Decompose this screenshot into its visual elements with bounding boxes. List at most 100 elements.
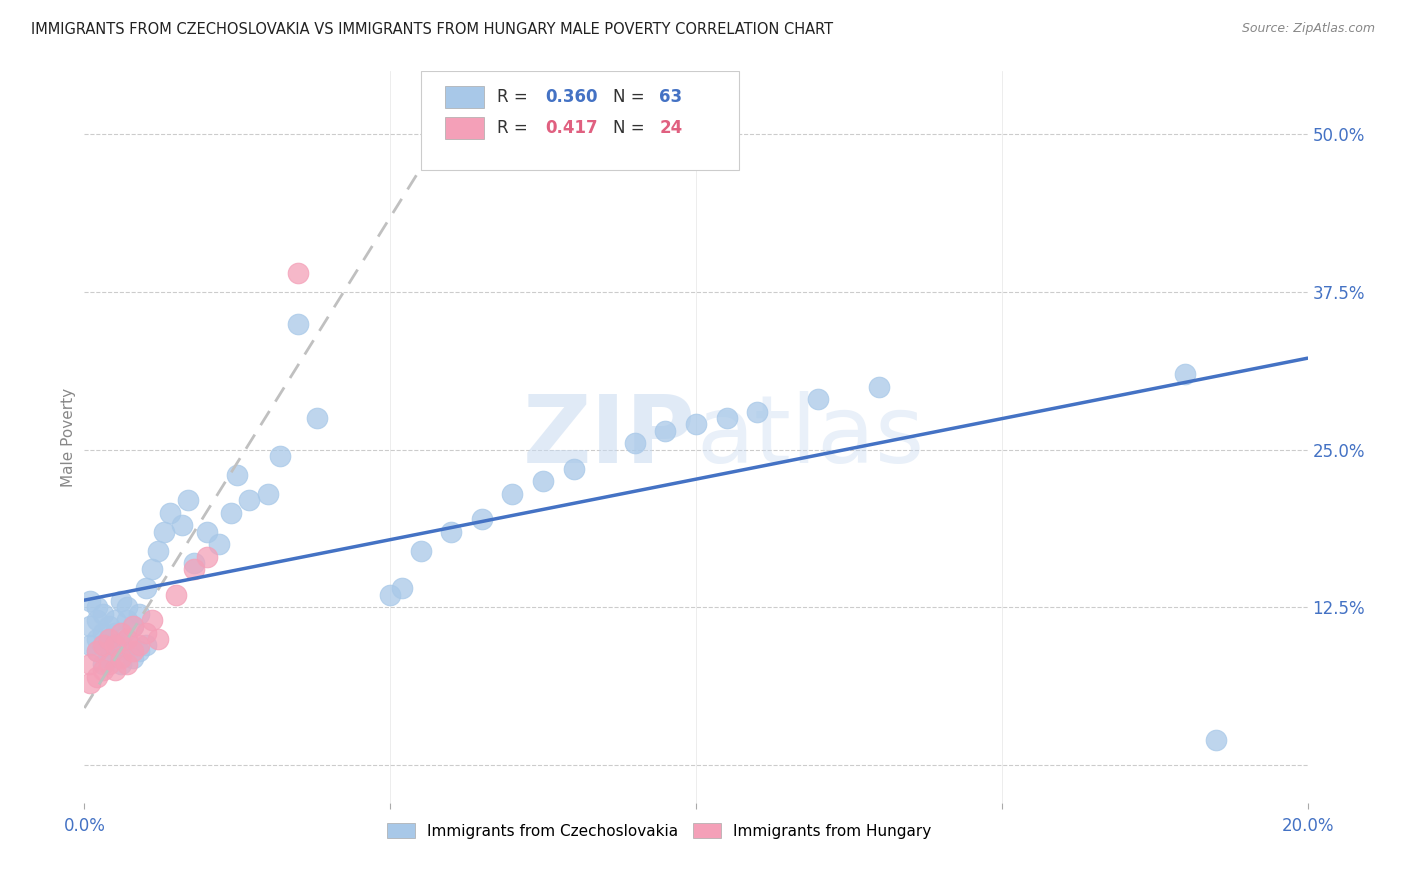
Point: [685, 417, 707, 432]
Point: [165, 588, 187, 602]
Point: [153, 524, 176, 539]
FancyBboxPatch shape: [446, 86, 484, 108]
Point: [104, 625, 127, 640]
Point: [86, 632, 108, 646]
Point: [122, 650, 145, 665]
Point: [86, 613, 108, 627]
Text: 63: 63: [659, 88, 682, 106]
Point: [183, 562, 205, 576]
Text: R =: R =: [496, 88, 533, 106]
Text: 24: 24: [659, 119, 682, 136]
Point: [91, 607, 114, 621]
Point: [97, 632, 120, 646]
Point: [97, 638, 120, 652]
Point: [79, 676, 101, 690]
Point: [716, 411, 738, 425]
Point: [97, 650, 120, 665]
Point: [869, 379, 891, 393]
Point: [115, 600, 138, 615]
Point: [269, 449, 291, 463]
Point: [91, 638, 114, 652]
Point: [110, 657, 132, 671]
Point: [1174, 367, 1197, 381]
Point: [747, 405, 769, 419]
Point: [502, 487, 524, 501]
Point: [287, 317, 309, 331]
Point: [79, 594, 101, 608]
Point: [471, 512, 494, 526]
Point: [146, 632, 169, 646]
Point: [91, 638, 114, 652]
Point: [86, 670, 108, 684]
Point: [91, 664, 114, 678]
Point: [1205, 732, 1227, 747]
Point: [97, 657, 120, 671]
Point: [122, 619, 145, 633]
Point: [79, 657, 101, 671]
Point: [141, 562, 163, 576]
FancyBboxPatch shape: [420, 71, 738, 170]
Point: [115, 632, 138, 646]
Text: R =: R =: [496, 119, 533, 136]
Point: [110, 650, 132, 665]
Text: 0.360: 0.360: [546, 88, 598, 106]
Point: [122, 644, 145, 658]
Text: N =: N =: [613, 119, 650, 136]
Point: [86, 600, 108, 615]
Point: [110, 638, 132, 652]
Point: [91, 657, 114, 671]
Text: ZIP: ZIP: [523, 391, 696, 483]
Point: [115, 657, 138, 671]
Point: [115, 632, 138, 646]
Point: [562, 461, 585, 475]
Point: [195, 524, 218, 539]
Point: [624, 436, 647, 450]
Point: [305, 411, 328, 425]
Point: [128, 607, 150, 621]
Point: [195, 549, 218, 564]
Point: [115, 613, 138, 627]
Point: [128, 644, 150, 658]
Point: [86, 644, 108, 658]
Point: [104, 664, 127, 678]
Point: [654, 424, 676, 438]
Text: IMMIGRANTS FROM CZECHOSLOVAKIA VS IMMIGRANTS FROM HUNGARY MALE POVERTY CORRELATI: IMMIGRANTS FROM CZECHOSLOVAKIA VS IMMIGR…: [31, 22, 834, 37]
Text: Source: ZipAtlas.com: Source: ZipAtlas.com: [1241, 22, 1375, 36]
Point: [409, 543, 432, 558]
Point: [440, 524, 463, 539]
Point: [135, 582, 157, 596]
Point: [208, 537, 231, 551]
Point: [531, 474, 554, 488]
Point: [97, 619, 120, 633]
Point: [104, 638, 127, 652]
Point: [86, 644, 108, 658]
Point: [79, 638, 101, 652]
Point: [177, 493, 200, 508]
Point: [257, 487, 280, 501]
Point: [104, 644, 127, 658]
FancyBboxPatch shape: [446, 117, 484, 138]
Point: [91, 625, 114, 640]
Point: [287, 266, 309, 280]
Point: [141, 613, 163, 627]
Text: N =: N =: [613, 88, 650, 106]
Legend: Immigrants from Czechoslovakia, Immigrants from Hungary: Immigrants from Czechoslovakia, Immigran…: [380, 815, 939, 847]
Point: [219, 506, 242, 520]
Point: [110, 594, 132, 608]
Text: 0.417: 0.417: [546, 119, 598, 136]
Point: [226, 467, 249, 482]
Point: [380, 588, 402, 602]
Point: [159, 506, 181, 520]
Point: [135, 625, 157, 640]
Point: [238, 493, 260, 508]
Point: [146, 543, 169, 558]
Point: [807, 392, 830, 407]
Point: [135, 638, 157, 652]
Point: [128, 638, 150, 652]
Point: [183, 556, 205, 570]
Text: atlas: atlas: [696, 391, 924, 483]
Point: [122, 619, 145, 633]
Point: [97, 632, 120, 646]
Y-axis label: Male Poverty: Male Poverty: [60, 387, 76, 487]
Point: [110, 625, 132, 640]
